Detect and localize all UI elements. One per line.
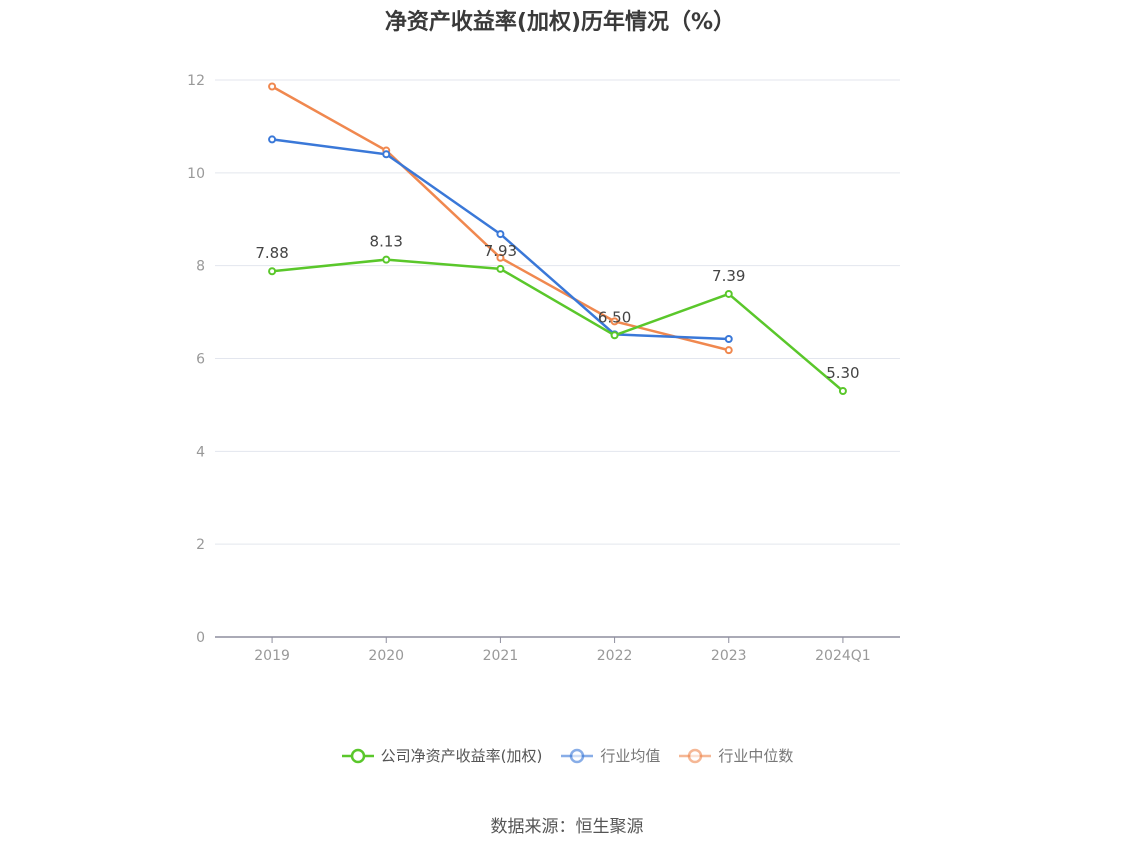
data-point	[382, 150, 391, 159]
y-tick-label: 2	[196, 537, 205, 553]
x-tick-label: 2019	[254, 648, 290, 664]
x-tick-label: 2023	[711, 648, 747, 664]
data-point	[268, 135, 277, 144]
data-label: 7.88	[255, 244, 288, 262]
data-point	[268, 267, 277, 276]
legend-label: 行业中位数	[718, 747, 794, 765]
data-point	[724, 289, 733, 298]
data-point	[724, 335, 733, 344]
data-point	[838, 386, 847, 395]
y-tick-label: 12	[187, 73, 205, 89]
x-tick-label: 2024Q1	[815, 648, 871, 664]
data-point	[496, 230, 505, 239]
legend-marker-icon	[561, 748, 594, 763]
series-line	[271, 138, 729, 341]
data-point	[382, 255, 391, 264]
y-tick-label: 8	[196, 259, 205, 275]
legend-item[interactable]: 行业中位数	[678, 745, 793, 766]
chart-title: 净资产收益率(加权)历年情况（%）	[384, 10, 736, 35]
data-label: 6.50	[598, 308, 631, 326]
data-point	[610, 331, 619, 340]
legend-label: 公司净资产收益率(加权)	[380, 747, 543, 765]
legend-item[interactable]: 行业均值	[560, 745, 660, 766]
data-label: 7.39	[712, 267, 745, 285]
data-label: 5.30	[826, 364, 859, 382]
data-point	[610, 317, 619, 326]
data-point	[268, 82, 277, 91]
data-label: 8.13	[370, 233, 403, 251]
y-tick-label: 4	[196, 444, 205, 460]
y-tick-label: 10	[187, 166, 205, 182]
data-label: 7.93	[484, 242, 517, 260]
legend-item[interactable]: 公司净资产收益率(加权)	[341, 745, 543, 766]
x-tick-label: 2021	[483, 648, 519, 664]
data-point	[724, 346, 733, 355]
series-line	[271, 85, 730, 352]
x-tick-label: 2022	[597, 648, 633, 664]
legend-marker-icon	[341, 748, 374, 763]
y-tick-label: 6	[196, 352, 205, 368]
line-chart: 0 2 4 6 8 10 12 2019 2020 2021 2022 2023 2024Q1 7.88 8…	[187, 73, 900, 664]
x-tick-label: 2020	[368, 648, 404, 664]
legend-label: 行业均值	[600, 747, 661, 765]
series-line	[271, 258, 844, 392]
legend-marker-icon	[679, 748, 712, 763]
data-source: 数据来源：恒生聚源	[490, 817, 644, 837]
legend: 公司净资产收益率(加权) 行业均值 行业中位数	[0, 745, 1134, 766]
data-point	[496, 264, 505, 273]
y-tick-label: 0	[196, 630, 205, 646]
data-point	[496, 253, 505, 262]
